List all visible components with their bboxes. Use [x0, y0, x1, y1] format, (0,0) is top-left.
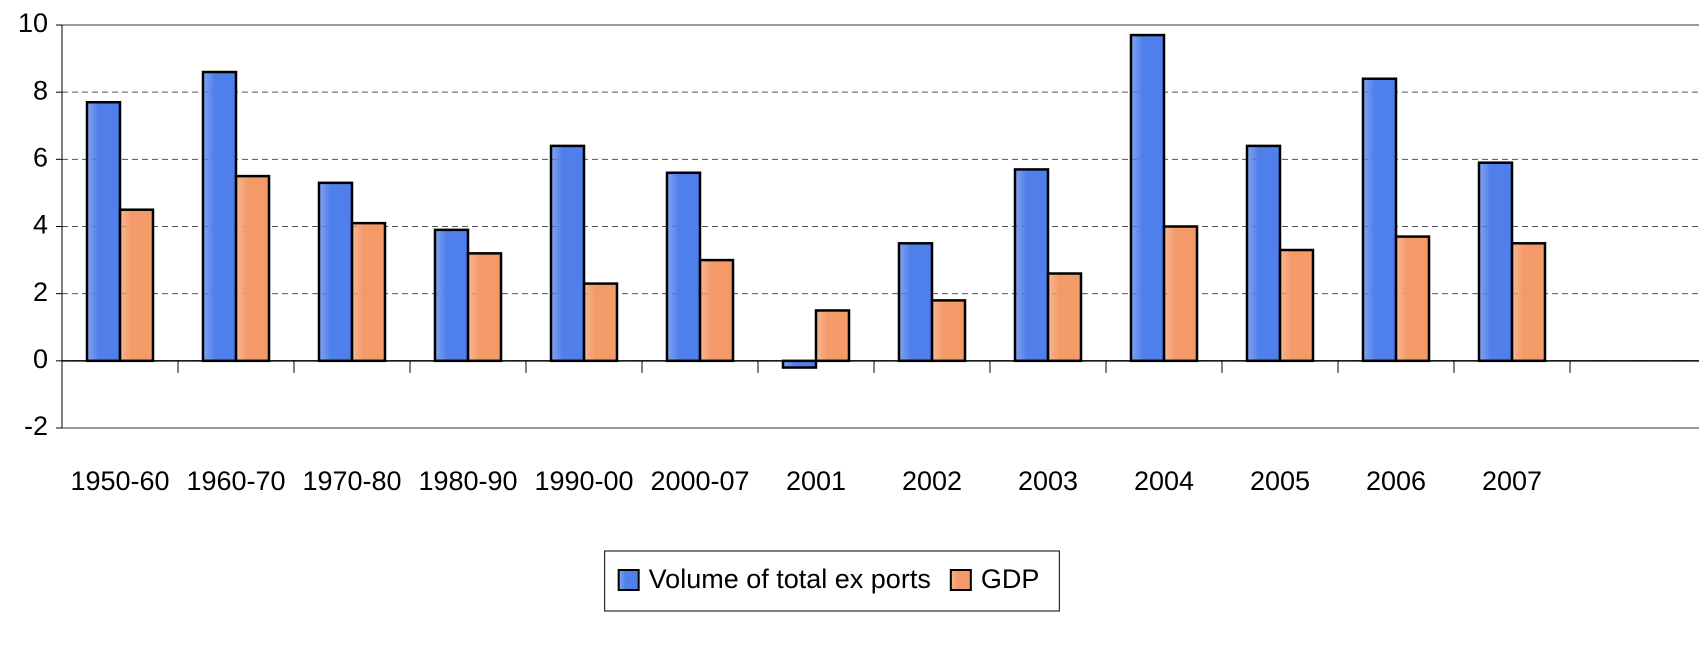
x-tick-label: 2000-07	[650, 466, 749, 496]
bar	[433, 228, 470, 363]
bar	[897, 242, 934, 363]
bar	[1129, 33, 1166, 363]
bar	[549, 144, 586, 363]
x-tick-label: 2006	[1366, 466, 1426, 496]
y-tick-label: 8	[33, 75, 48, 105]
bar	[1477, 161, 1514, 363]
legend-label: GDP	[981, 564, 1040, 594]
y-tick-label: 0	[33, 344, 48, 374]
x-tick-label: 1950-60	[70, 466, 169, 496]
bar	[814, 309, 851, 363]
bar	[317, 181, 354, 363]
bar	[234, 174, 271, 363]
bar	[118, 208, 155, 363]
x-tick-label: 1990-00	[534, 466, 633, 496]
bar	[350, 221, 387, 363]
bar	[1046, 272, 1083, 363]
x-tick-label: 2003	[1018, 466, 1078, 496]
x-tick-label: 2007	[1482, 466, 1542, 496]
y-tick-label: -2	[24, 411, 48, 441]
legend-swatch	[949, 569, 972, 591]
bar	[1361, 77, 1398, 363]
bar	[1013, 168, 1050, 363]
x-tick-label: 2004	[1134, 466, 1194, 496]
y-tick-label: 10	[18, 8, 48, 38]
bar	[582, 282, 619, 363]
x-tick-label: 2002	[902, 466, 962, 496]
x-tick-label: 1960-70	[186, 466, 285, 496]
legend-label: Volume of total ex ports	[649, 564, 931, 594]
bar	[1245, 144, 1282, 363]
x-tick-label: 2005	[1250, 466, 1310, 496]
bar	[665, 171, 702, 363]
bar	[1278, 248, 1315, 363]
bar	[698, 258, 735, 363]
y-tick-label: 4	[33, 210, 48, 240]
bar	[781, 359, 818, 369]
bar	[1162, 225, 1199, 363]
legend: Volume of total ex ports GDP	[604, 550, 1060, 612]
bar	[201, 70, 238, 363]
bar	[930, 299, 967, 363]
legend-box	[604, 550, 1060, 612]
bar	[1510, 242, 1547, 363]
x-tick-label: 1980-90	[418, 466, 517, 496]
bar	[85, 100, 122, 363]
legend-swatch	[617, 569, 640, 591]
bar	[466, 252, 503, 363]
x-tick-label: 1970-80	[302, 466, 401, 496]
y-tick-label: 6	[33, 142, 48, 172]
bar	[1394, 235, 1431, 363]
x-tick-label: 2001	[786, 466, 846, 496]
y-tick-label: 2	[33, 277, 48, 307]
